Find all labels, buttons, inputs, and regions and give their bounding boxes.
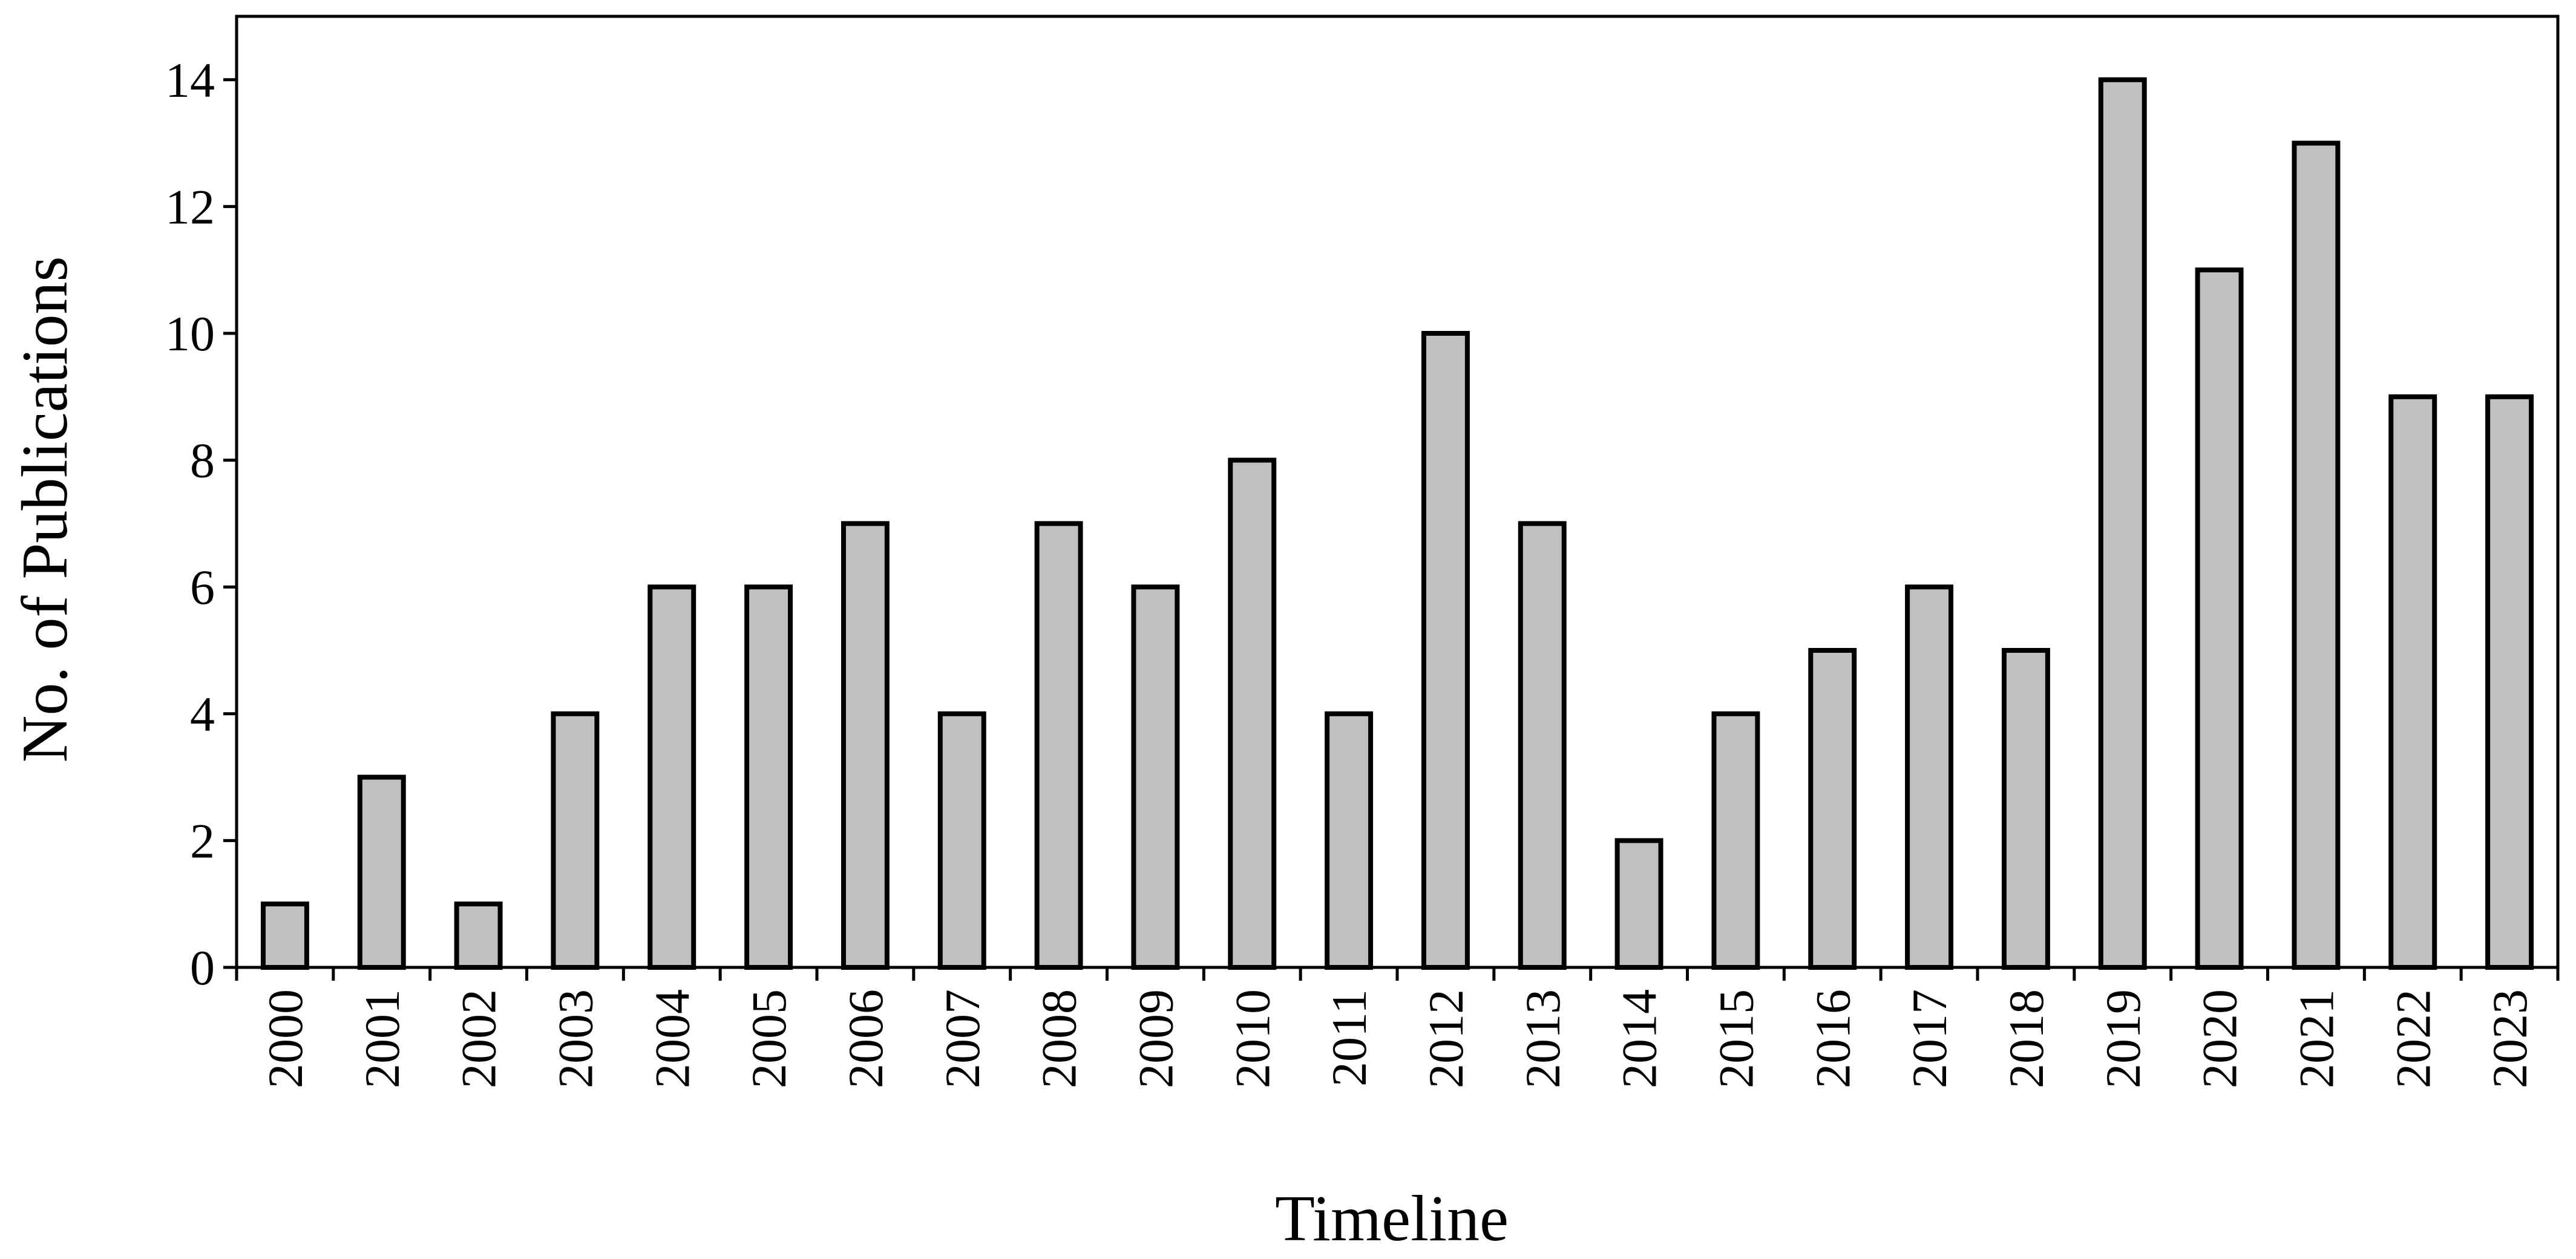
y-tick-label: 12: [165, 179, 215, 234]
bar: [1228, 457, 1277, 970]
x-tick-label: 2020: [2192, 989, 2247, 1088]
bar: [1905, 584, 1954, 970]
x-tick-label: 2013: [1515, 989, 1570, 1088]
bar: [1808, 648, 1857, 970]
y-tick-label: 10: [165, 306, 215, 361]
bar: [1614, 838, 1663, 970]
x-tick-label: 2006: [838, 989, 893, 1088]
y-tick-label: 2: [190, 813, 215, 868]
bar: [1131, 584, 1180, 970]
bar: [2388, 394, 2437, 970]
bar: [1711, 711, 1760, 970]
x-tick-label: 2019: [2096, 989, 2151, 1088]
bar: [744, 584, 793, 970]
x-tick-label: 2001: [355, 989, 410, 1088]
bar: [2098, 77, 2147, 970]
bar: [841, 521, 890, 970]
y-tick-label: 4: [190, 687, 215, 742]
x-tick-label: 2002: [451, 989, 506, 1088]
bar: [937, 711, 986, 970]
y-tick-label: 6: [190, 560, 215, 615]
bar: [357, 774, 406, 970]
bar: [551, 711, 600, 970]
x-tick-label: 2000: [258, 989, 313, 1088]
x-tick-label: 2014: [1612, 989, 1667, 1088]
x-tick-label: 2012: [1418, 989, 1473, 1088]
bar: [2292, 140, 2341, 970]
x-tick-label: 2007: [935, 989, 990, 1088]
bar: [260, 901, 309, 970]
plot-frame: [235, 15, 2560, 969]
x-tick-label: 2023: [2482, 989, 2537, 1088]
x-tick-label: 2010: [1225, 989, 1280, 1088]
y-tick-label: 0: [190, 940, 215, 995]
bar: [1325, 711, 1374, 970]
bar: [454, 901, 503, 970]
x-tick-label: 2015: [1708, 989, 1763, 1088]
x-tick-label: 2011: [1322, 989, 1377, 1087]
x-axis-title: Timeline: [1275, 1183, 1509, 1255]
x-tick-label: 2008: [1032, 989, 1087, 1088]
x-tick-label: 2021: [2289, 989, 2344, 1088]
x-tick-label: 2018: [1999, 989, 2054, 1088]
x-tick-label: 2022: [2385, 989, 2440, 1088]
y-tick-label: 8: [190, 433, 215, 488]
bar: [647, 584, 696, 970]
bar: [1421, 331, 1470, 970]
x-tick-label: 2004: [644, 989, 700, 1088]
x-tick-label: 2016: [1805, 989, 1860, 1088]
bar: [1034, 521, 1083, 970]
x-tick-label: 2009: [1128, 989, 1183, 1088]
y-tick-label: 14: [165, 53, 215, 108]
x-tick-label: 2003: [548, 989, 603, 1088]
bar: [2485, 394, 2534, 970]
x-tick-label: 2005: [741, 989, 796, 1088]
bar: [1518, 521, 1567, 970]
bar: [2001, 648, 2050, 970]
bar: [2195, 267, 2244, 970]
y-axis-title: No. of Publications: [9, 257, 81, 763]
x-tick-label: 2017: [1902, 989, 1957, 1088]
